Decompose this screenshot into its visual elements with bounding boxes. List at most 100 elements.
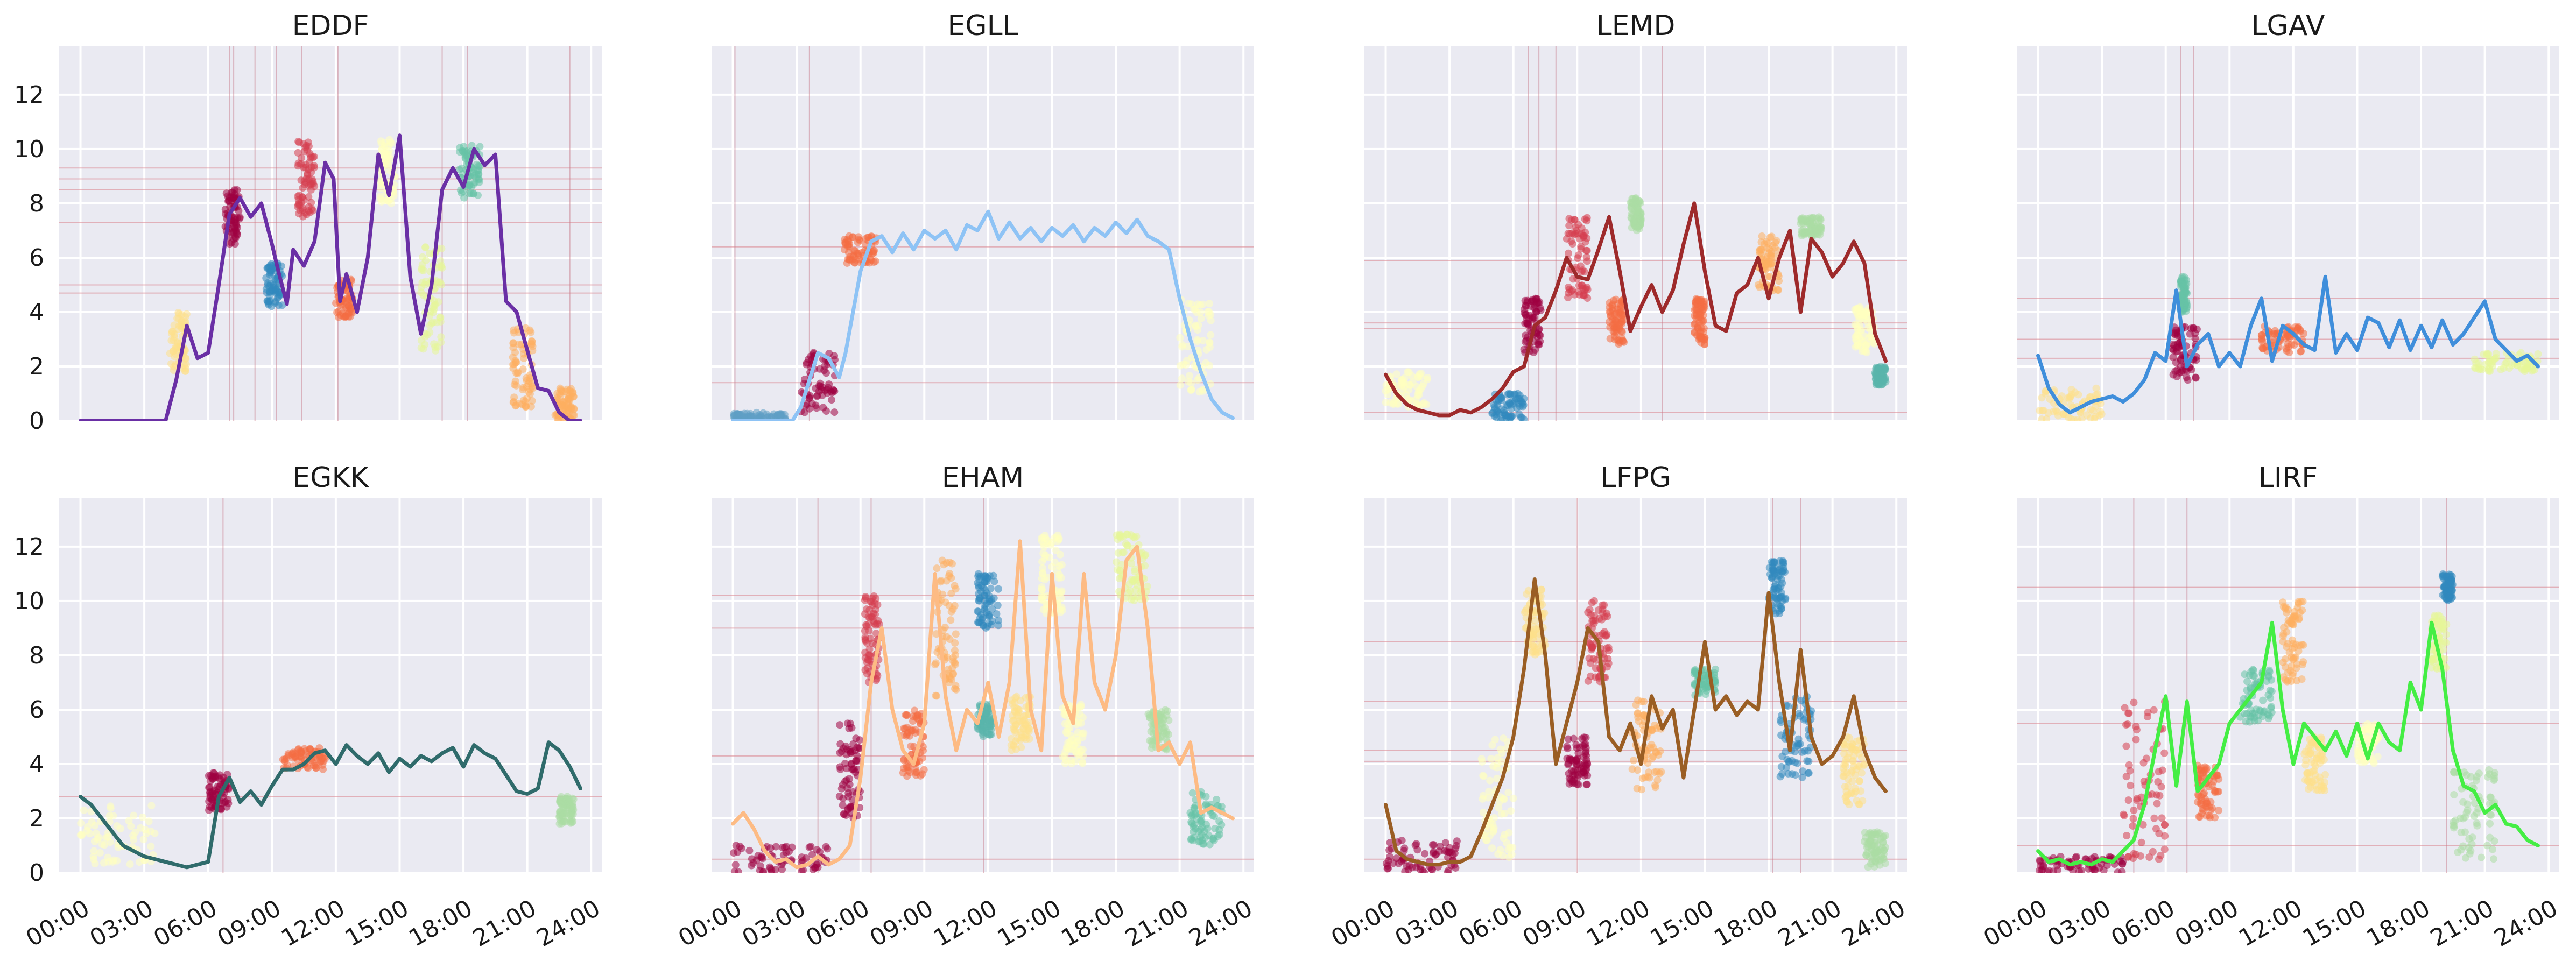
scatter-point (304, 169, 312, 178)
scatter-point (230, 229, 238, 237)
scatter-point (1176, 362, 1184, 370)
scatter-point (1408, 864, 1416, 872)
scatter-point (819, 404, 827, 412)
scatter-point (1382, 387, 1390, 395)
scatter-point (2215, 807, 2223, 815)
scatter-point (1416, 370, 1424, 378)
scatter-point (1484, 794, 1492, 802)
scatter-point (1564, 249, 1572, 257)
scatter-point (981, 592, 989, 600)
scatter-point (990, 594, 998, 602)
scatter-point (951, 639, 959, 647)
scatter-point (951, 602, 959, 610)
plot-content (1364, 498, 1907, 873)
scatter-point (167, 360, 175, 368)
scatter-point (2279, 658, 2287, 666)
scatter-point (1632, 208, 1641, 216)
scatter-point (1412, 840, 1420, 848)
scatter-point (429, 319, 437, 327)
scatter-point (266, 268, 274, 277)
scatter-point (2122, 742, 2130, 750)
x-tick-label: 18:00 (1709, 894, 1782, 952)
scatter-point (1041, 576, 1049, 584)
scatter-cluster (294, 138, 319, 221)
scatter-point (1070, 740, 1078, 748)
scatter-point (1185, 372, 1193, 380)
scatter-point (1501, 830, 1509, 838)
scatter-point (1525, 321, 1533, 329)
scatter-point (288, 750, 297, 758)
scatter-point (2132, 736, 2140, 744)
scatter-point (1574, 781, 1582, 789)
scatter-point (1188, 789, 1196, 797)
scatter-point (1806, 220, 1814, 228)
scatter-point (845, 775, 853, 783)
scatter-point (298, 154, 306, 162)
scatter-point (1522, 314, 1530, 322)
scatter-point (1590, 597, 1598, 605)
scatter-point (1211, 824, 1219, 832)
scatter-point (2195, 812, 2203, 821)
scatter-point (1617, 304, 1625, 312)
x-tick-label: 18:00 (1057, 894, 1129, 952)
scatter-point (1803, 757, 1811, 765)
scatter-point (2176, 369, 2184, 377)
scatter-point (1581, 291, 1589, 299)
scatter-point (1122, 540, 1130, 548)
scatter-point (1486, 776, 1494, 785)
scatter-point (510, 326, 518, 334)
scatter-point (1407, 397, 1416, 405)
y-tick-label: 10 (14, 588, 44, 615)
scatter-point (2158, 814, 2166, 822)
scatter-point (2139, 821, 2147, 829)
scatter-point (1842, 792, 1850, 800)
plot-content (2017, 46, 2559, 421)
scatter-point (76, 831, 85, 839)
scatter-point (1537, 585, 1545, 593)
series-line (731, 209, 1235, 421)
scatter-point (1529, 314, 1537, 322)
scatter-point (2269, 336, 2277, 344)
scatter-point (1573, 744, 1581, 752)
scatter-point (2317, 751, 2325, 759)
scatter-point (1420, 868, 1428, 873)
scatter-point (2436, 625, 2444, 633)
scatter-point (1007, 734, 1015, 743)
scatter-point (2044, 409, 2052, 417)
scatter-point (1873, 836, 1881, 844)
scatter-point (818, 383, 826, 391)
scatter-point (1051, 559, 1059, 567)
scatter-point (869, 601, 877, 609)
scatter-cluster (1851, 303, 1878, 357)
series-line (1384, 201, 1888, 418)
scatter-point (1509, 844, 1517, 852)
scatter-point (1500, 795, 1508, 803)
scatter-point (509, 364, 517, 372)
x-tick-label: 00:00 (674, 894, 747, 952)
scatter-point (147, 802, 156, 810)
scatter-point (948, 560, 956, 568)
scatter-point (1487, 755, 1495, 763)
scatter-point (2121, 704, 2129, 712)
scatter-cluster (1871, 363, 1890, 389)
scatter-point (381, 138, 389, 146)
scatter-point (1064, 739, 1072, 747)
scatter-point (2058, 392, 2066, 400)
scatter-point (748, 861, 756, 870)
scatter-point (231, 216, 240, 224)
scatter-point (522, 402, 530, 410)
scatter-point (2192, 356, 2200, 364)
scatter-point (2215, 775, 2223, 783)
scatter-point (98, 840, 106, 849)
x-tick-label: 12:00 (277, 894, 349, 952)
scatter-point (1861, 829, 1869, 837)
scatter-point (1536, 304, 1544, 312)
scatter-point (302, 210, 311, 218)
scatter-point (1189, 822, 1197, 830)
scatter-point (1011, 728, 1019, 736)
scatter-point (836, 721, 844, 729)
scatter-point (2289, 621, 2297, 629)
panel-title: LFPG (1601, 462, 1671, 494)
scatter-point (226, 240, 234, 248)
scatter-point (135, 858, 143, 866)
